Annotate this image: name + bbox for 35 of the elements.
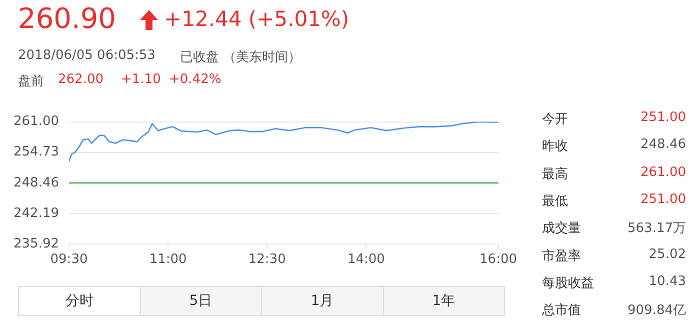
tab-bar: 分时 5日 1月 1年 (18, 286, 505, 316)
y-tick-label: 248.46 (14, 175, 59, 190)
text: 昨收 (542, 138, 568, 156)
text: 251.00 (640, 192, 686, 207)
text: 248.46 (640, 137, 686, 152)
y-tick-label: 254.73 (14, 144, 59, 160)
text: 909.84亿 (628, 302, 686, 320)
y-tick-label: 261.00 (14, 114, 59, 130)
text: 25.02 (648, 246, 686, 262)
text: 2018/06/05 06:05:53 (18, 48, 156, 63)
text: 最高 (542, 166, 568, 183)
y-tick-label: 242.19 (14, 206, 59, 221)
text: 成交量 (542, 220, 581, 238)
text: 盘前 (18, 73, 44, 90)
text: 总市值 (542, 302, 581, 320)
text: 每股收益 (542, 274, 594, 292)
text: 260.90 (18, 2, 116, 35)
text: 262.00 (58, 72, 104, 87)
x-tick-label: 12:30 (248, 252, 286, 268)
x-tick-label: 09:30 (50, 252, 88, 268)
text: +0.42% (169, 72, 222, 87)
text: 251.00 (640, 110, 686, 125)
text: 今开 (542, 111, 568, 128)
y-tick-label: 235.92 (14, 236, 59, 252)
x-tick-label: 11:00 (149, 252, 187, 268)
text: 563.17万 (628, 220, 686, 238)
x-tick-label: 14:00 (347, 252, 385, 268)
text: 已收盘 （美东时间） (180, 49, 302, 66)
text: 261.00 (640, 164, 686, 180)
text: 最低 (542, 192, 568, 210)
text: 市盈率 (542, 248, 581, 264)
text: 10.43 (648, 274, 686, 289)
x-tick-label: 16:00 (480, 252, 517, 268)
text: +1.10 (121, 72, 161, 87)
text: +12.44 (+5.01%) (164, 7, 350, 31)
